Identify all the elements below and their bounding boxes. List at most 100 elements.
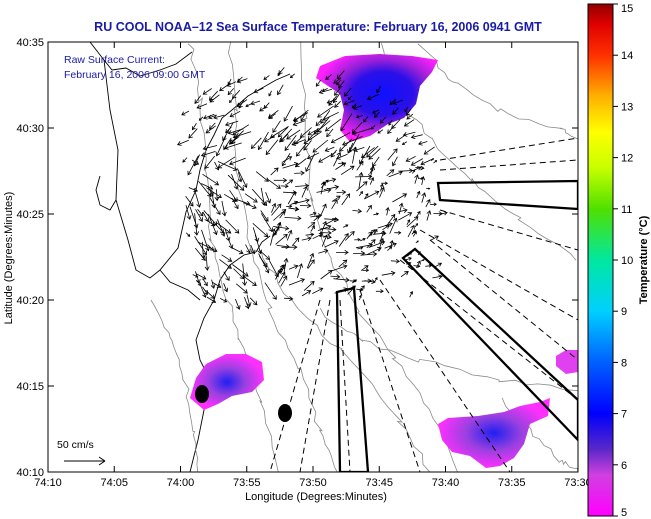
current-vector — [194, 236, 207, 255]
current-vector — [361, 147, 375, 158]
current-vector-head — [404, 109, 408, 113]
current-vector — [318, 250, 328, 254]
current-vector-head — [367, 174, 373, 180]
current-vector-head — [289, 204, 293, 209]
current-vector — [265, 192, 271, 203]
current-vector-head — [200, 152, 206, 158]
current-vector — [275, 234, 288, 245]
current-vector — [203, 210, 218, 226]
current-vector-head — [196, 104, 202, 109]
current-vector — [188, 128, 198, 139]
current-vector-head — [341, 189, 347, 195]
current-vector — [368, 148, 381, 160]
current-vector-head — [292, 121, 298, 127]
current-vector-head — [326, 99, 332, 104]
current-vector — [225, 219, 240, 234]
current-vector — [222, 122, 234, 141]
current-vector — [224, 142, 242, 149]
coast-line — [89, 42, 291, 279]
current-vector-head — [333, 79, 338, 84]
current-vector-head — [393, 148, 398, 153]
current-vector-head — [313, 211, 317, 216]
current-vector-head — [361, 153, 366, 159]
current-vector-head — [362, 237, 366, 241]
current-vector — [185, 205, 191, 220]
current-vector — [406, 113, 414, 120]
current-vector — [366, 231, 373, 240]
current-vector — [366, 239, 376, 249]
current-vector — [324, 218, 339, 221]
current-vector-head — [318, 158, 323, 163]
current-vector — [364, 193, 369, 200]
current-vector-head — [208, 96, 214, 101]
current-vector — [303, 281, 315, 291]
current-vector-head — [345, 224, 349, 228]
current-vector — [194, 213, 198, 236]
current-vector-head — [392, 217, 398, 223]
current-vector-head — [406, 115, 411, 120]
current-vector — [366, 205, 372, 213]
current-vector-head — [234, 204, 239, 210]
current-vector-head — [377, 246, 382, 252]
current-vector — [411, 230, 416, 235]
current-vector-head — [372, 110, 376, 114]
current-vector-head — [238, 249, 244, 255]
current-vector-head — [242, 281, 248, 287]
current-vector-head — [210, 221, 216, 227]
current-vector-head — [279, 137, 284, 143]
current-vector-head — [380, 240, 386, 246]
current-vector-head — [354, 279, 357, 283]
current-vector — [364, 191, 379, 200]
current-vector-head — [367, 204, 372, 210]
current-vector-head — [368, 242, 374, 248]
current-vector-head — [264, 268, 270, 274]
current-vector — [201, 241, 204, 259]
current-vector-head — [416, 190, 421, 195]
current-vector — [291, 237, 300, 246]
current-vector-head — [420, 165, 425, 171]
current-vector-head — [227, 130, 233, 135]
current-vector — [373, 229, 378, 235]
current-vector-head — [351, 128, 357, 134]
current-vector-head — [268, 227, 273, 233]
current-vector-head — [296, 152, 301, 157]
current-vector-head — [297, 215, 302, 221]
current-vector-head — [338, 83, 343, 89]
current-vector-head — [403, 208, 408, 213]
current-vector — [379, 187, 385, 198]
current-vector — [288, 207, 299, 210]
current-vector — [333, 278, 350, 281]
current-vector-head — [343, 100, 348, 106]
current-vector — [425, 199, 431, 208]
current-vector — [411, 158, 423, 166]
current-vector — [330, 275, 340, 278]
radial-line — [379, 279, 511, 472]
current-vector-head — [360, 191, 363, 195]
current-vector — [352, 121, 363, 134]
current-vector-head — [212, 221, 218, 226]
current-vector — [369, 166, 374, 180]
current-vector-head — [310, 222, 316, 227]
current-vector-head — [310, 280, 315, 286]
current-vector-head — [327, 234, 332, 240]
current-vector-head — [189, 201, 194, 207]
current-vector-head — [193, 187, 198, 193]
current-vector-head — [357, 237, 361, 242]
current-vector — [305, 233, 314, 236]
current-vector — [333, 92, 341, 103]
current-vector-head — [300, 278, 305, 283]
current-vector — [318, 151, 336, 163]
radial-line — [439, 209, 578, 251]
current-vector-head — [324, 126, 330, 132]
current-vector — [377, 129, 384, 134]
current-vector — [283, 105, 293, 122]
current-vector-head — [205, 246, 210, 252]
bathymetry-line — [319, 308, 578, 392]
current-vector-head — [263, 262, 268, 268]
current-vector-head — [328, 101, 333, 106]
current-vector — [404, 106, 409, 113]
current-vector-head — [215, 151, 221, 157]
current-vector — [286, 179, 293, 185]
current-vector — [212, 282, 222, 288]
current-vector-head — [410, 161, 416, 166]
